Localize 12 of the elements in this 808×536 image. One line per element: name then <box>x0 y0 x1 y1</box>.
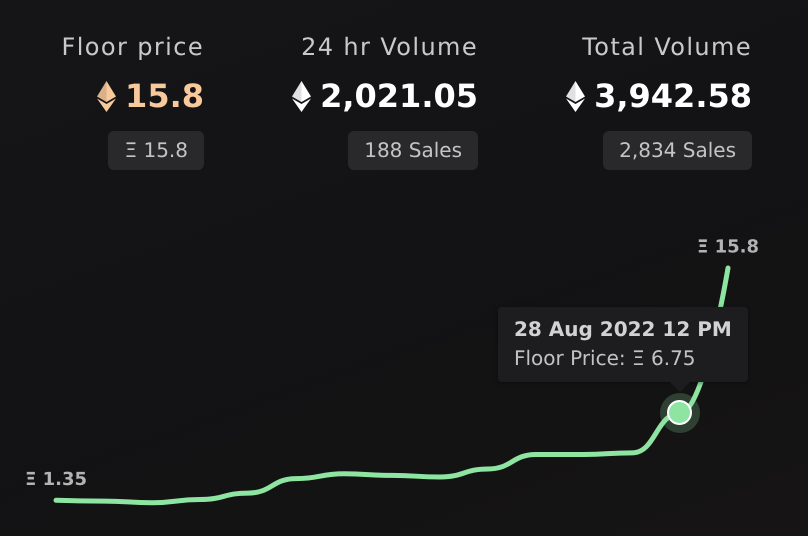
data-label: Ξ 1.35 <box>24 468 88 490</box>
data-label: 28 Aug 2022 12 PM Floor Price: Ξ 6.75 <box>514 316 732 372</box>
data-label: Ξ 15.8 <box>696 236 760 258</box>
text: Ξ 15.8 <box>108 131 204 170</box>
category-label: Total Volume <box>582 32 752 63</box>
text: 2,834 Sales <box>603 131 752 170</box>
category-label: Floor price <box>62 32 204 63</box>
text: 2,021.05 <box>320 77 478 115</box>
text: 15.8 <box>125 77 204 115</box>
text: 3,942.58 <box>594 77 752 115</box>
category-label: 24 hr Volume <box>301 32 478 63</box>
text: 188 Sales <box>348 131 478 170</box>
